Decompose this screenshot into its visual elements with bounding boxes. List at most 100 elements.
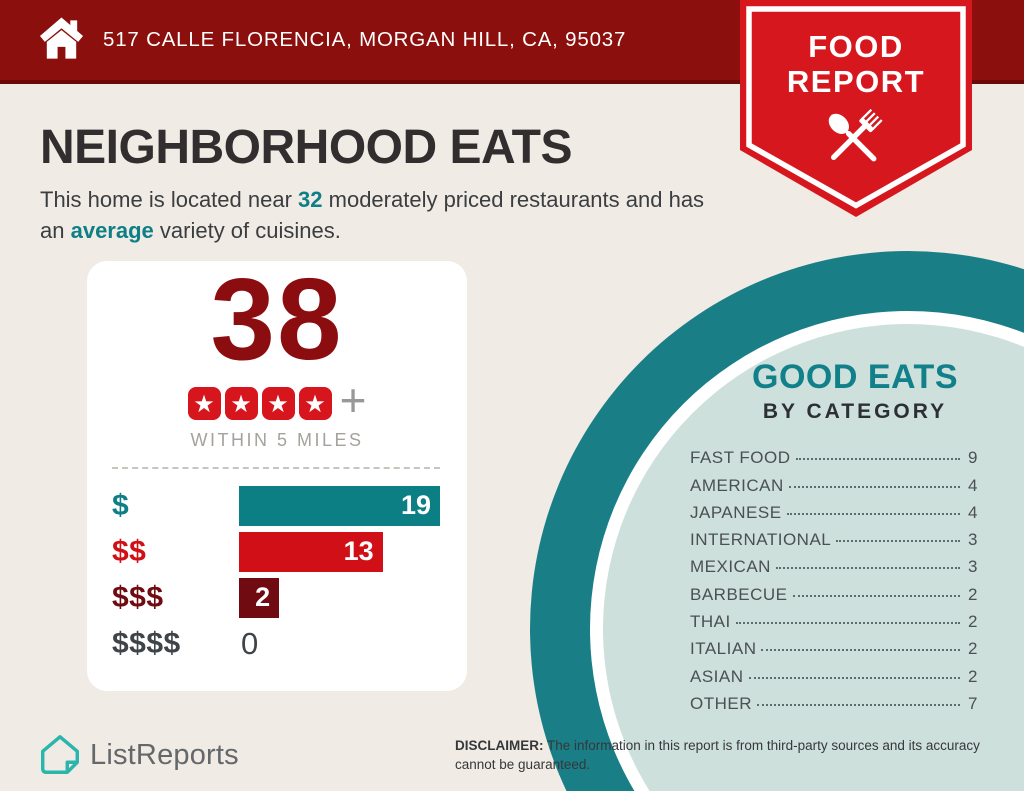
star-icon: ★: [224, 387, 258, 420]
ribbon-line2: REPORT: [787, 64, 925, 99]
price-bar: 13: [239, 531, 383, 572]
intro-paragraph: This home is located near 32 moderately …: [40, 184, 720, 246]
bar-value: 13: [343, 536, 374, 566]
price-level-label: $: [112, 488, 130, 522]
zero-bar-value: 0: [241, 625, 259, 661]
dashed-divider: [112, 467, 440, 469]
price-level-label: $$: [112, 534, 147, 568]
bar-value: 19: [400, 490, 431, 520]
category-row: INTERNATIONAL 3: [690, 530, 978, 557]
price-level-label: $$$: [112, 580, 164, 614]
page-title: NEIGHBORHOOD EATS: [40, 121, 572, 174]
disclaimer-label: DISCLAIMER:: [455, 738, 544, 753]
price-row: $$ 13 13: [112, 529, 440, 574]
restaurant-total: 38: [210, 254, 344, 384]
bar-track: 0 0: [239, 624, 440, 664]
category-row: FAST FOOD 9: [690, 448, 978, 475]
price-bar: 19: [239, 485, 440, 526]
category-label: OTHER: [690, 693, 752, 713]
category-row: OTHER 7: [690, 694, 978, 721]
home-icon: [38, 15, 85, 66]
price-row: $ 19 19: [112, 483, 440, 528]
category-row: AMERICAN 4: [690, 476, 978, 503]
ribbon-shape: [740, 0, 972, 217]
star-icon: ★: [298, 387, 332, 420]
dotted-leader: [757, 703, 960, 706]
stats-card: 38 ★★★★ + WITHIN 5 MILES $ 19 19: [87, 261, 467, 691]
dotted-leader: [775, 567, 960, 570]
category-label: ASIAN: [690, 666, 744, 686]
category-count: 3: [968, 530, 978, 550]
price-bar: 2: [239, 577, 280, 618]
by-category-subtitle: BY CATEGORY: [762, 400, 948, 424]
star-glyph: ★: [193, 389, 215, 418]
category-count: 7: [968, 693, 978, 713]
category-label: BARBECUE: [690, 584, 788, 604]
star-icon: ★: [261, 387, 295, 420]
dotted-leader: [788, 485, 960, 488]
good-eats-panel: GOOD EATS BY CATEGORY FAST FOOD 9 AMERIC…: [666, 358, 1000, 721]
category-label: THAI: [690, 612, 731, 632]
intro-text-after: variety of cuisines.: [153, 218, 341, 244]
category-label: INTERNATIONAL: [690, 530, 832, 550]
bar-track: 2 2: [239, 577, 440, 618]
category-row: BARBECUE 2: [690, 585, 978, 612]
ribbon-inner-border: [746, 6, 966, 209]
property-address: 517 CALLE FLORENCIA, MORGAN HILL, CA, 95…: [103, 28, 627, 51]
spoon-fork-icon: [828, 108, 883, 162]
brand-name: ListReports: [90, 738, 239, 771]
brand-logo: ListReports: [40, 733, 239, 777]
category-label: JAPANESE: [690, 502, 782, 522]
category-count: 2: [968, 584, 978, 604]
category-label: AMERICAN: [690, 475, 784, 495]
bar-value: 2: [255, 582, 271, 612]
plus-icon: +: [339, 374, 367, 426]
category-list: FAST FOOD 9 AMERICAN 4 JAPANESE 4 INTERN…: [666, 448, 1000, 721]
dotted-leader: [786, 512, 960, 515]
intro-text-before: This home is located near: [40, 187, 299, 212]
category-count: 9: [968, 448, 978, 468]
restaurant-count: 32: [298, 187, 323, 212]
category-count: 2: [968, 639, 978, 659]
price-row: $$$$ 0 0: [112, 621, 440, 666]
disclaimer-text: The information in this report is from t…: [455, 738, 980, 773]
category-count: 3: [968, 557, 978, 577]
category-count: 4: [968, 502, 978, 522]
listreports-house-icon: [41, 735, 80, 774]
category-count: 2: [968, 666, 978, 686]
dotted-leader: [795, 458, 960, 461]
intro-text-middle: moderately priced restaurants and has an: [40, 187, 705, 244]
dotted-leader: [761, 649, 960, 652]
bar-track: 19 19: [239, 485, 440, 526]
dotted-leader: [792, 594, 960, 597]
star-rating: ★ ★ ★ ★ +: [87, 374, 467, 426]
dotted-leader: [836, 540, 960, 543]
price-bar-chart: $ 19 19 $$ 13 13: [112, 483, 440, 667]
ribbon-line1: FOOD: [808, 29, 904, 64]
star-badges: ★ ★ ★ ★: [187, 387, 332, 420]
good-eats-title: GOOD EATS: [752, 358, 958, 396]
star-glyph: ★: [230, 389, 252, 418]
disclaimer: DISCLAIMER: The information in this repo…: [455, 736, 1003, 774]
food-report-ribbon: FOOD REPORT: [740, 0, 972, 217]
category-row: ASIAN 2: [690, 667, 978, 694]
category-row: JAPANESE 4: [690, 503, 978, 530]
price-row: $$$ 2 2: [112, 575, 440, 620]
star-glyph: ★: [267, 389, 289, 418]
star-glyph: ★: [304, 389, 326, 418]
dotted-leader: [748, 676, 960, 679]
star-icon: ★: [187, 387, 221, 420]
bar-track: 13 13: [239, 531, 440, 572]
price-level-label: $$$$: [112, 626, 181, 660]
dotted-leader: [735, 622, 960, 625]
category-row: ITALIAN 2: [690, 639, 978, 666]
category-row: MEXICAN 3: [690, 557, 978, 584]
category-label: FAST FOOD: [690, 448, 791, 468]
radius-label: WITHIN 5 MILES: [190, 430, 364, 450]
category-label: ITALIAN: [690, 639, 757, 659]
category-count: 4: [968, 475, 978, 495]
category-count: 2: [968, 612, 978, 632]
category-row: THAI 2: [690, 612, 978, 639]
category-label: MEXICAN: [690, 557, 771, 577]
